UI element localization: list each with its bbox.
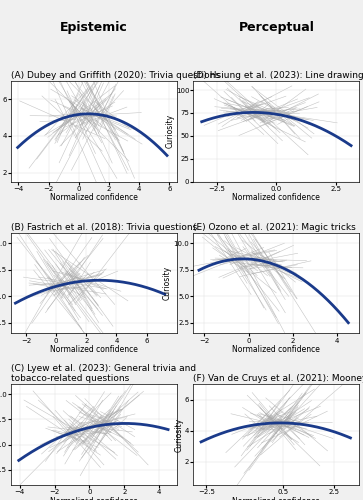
- X-axis label: Normalized confidence: Normalized confidence: [232, 496, 320, 500]
- X-axis label: Normalized confidence: Normalized confidence: [232, 345, 320, 354]
- Y-axis label: Curiosity: Curiosity: [166, 114, 174, 148]
- X-axis label: Normalized confidence: Normalized confidence: [50, 345, 138, 354]
- X-axis label: Normalized confidence: Normalized confidence: [50, 496, 138, 500]
- Text: Epistemic: Epistemic: [60, 20, 128, 34]
- Y-axis label: Curiosity: Curiosity: [163, 266, 172, 300]
- Text: (B) Fastrich et al. (2018): Trivia questions: (B) Fastrich et al. (2018): Trivia quest…: [11, 222, 197, 232]
- Text: (D) Hsiung et al. (2023): Line drawings: (D) Hsiung et al. (2023): Line drawings: [193, 71, 363, 80]
- X-axis label: Normalized confidence: Normalized confidence: [50, 194, 138, 202]
- X-axis label: Normalized confidence: Normalized confidence: [232, 194, 320, 202]
- Text: (C) Lyew et al. (2023): General trivia and
tobacco-related questions: (C) Lyew et al. (2023): General trivia a…: [11, 364, 196, 384]
- Text: (A) Dubey and Griffith (2020): Trivia questions: (A) Dubey and Griffith (2020): Trivia qu…: [11, 71, 220, 80]
- Y-axis label: Curiosity: Curiosity: [0, 114, 1, 148]
- Text: (F) Van de Cruys et al. (2021): Mooney images: (F) Van de Cruys et al. (2021): Mooney i…: [193, 374, 363, 384]
- Text: Perceptual: Perceptual: [238, 20, 314, 34]
- Y-axis label: Curiosity: Curiosity: [174, 418, 183, 452]
- Text: (E) Ozono et al. (2021): Magic tricks: (E) Ozono et al. (2021): Magic tricks: [193, 222, 356, 232]
